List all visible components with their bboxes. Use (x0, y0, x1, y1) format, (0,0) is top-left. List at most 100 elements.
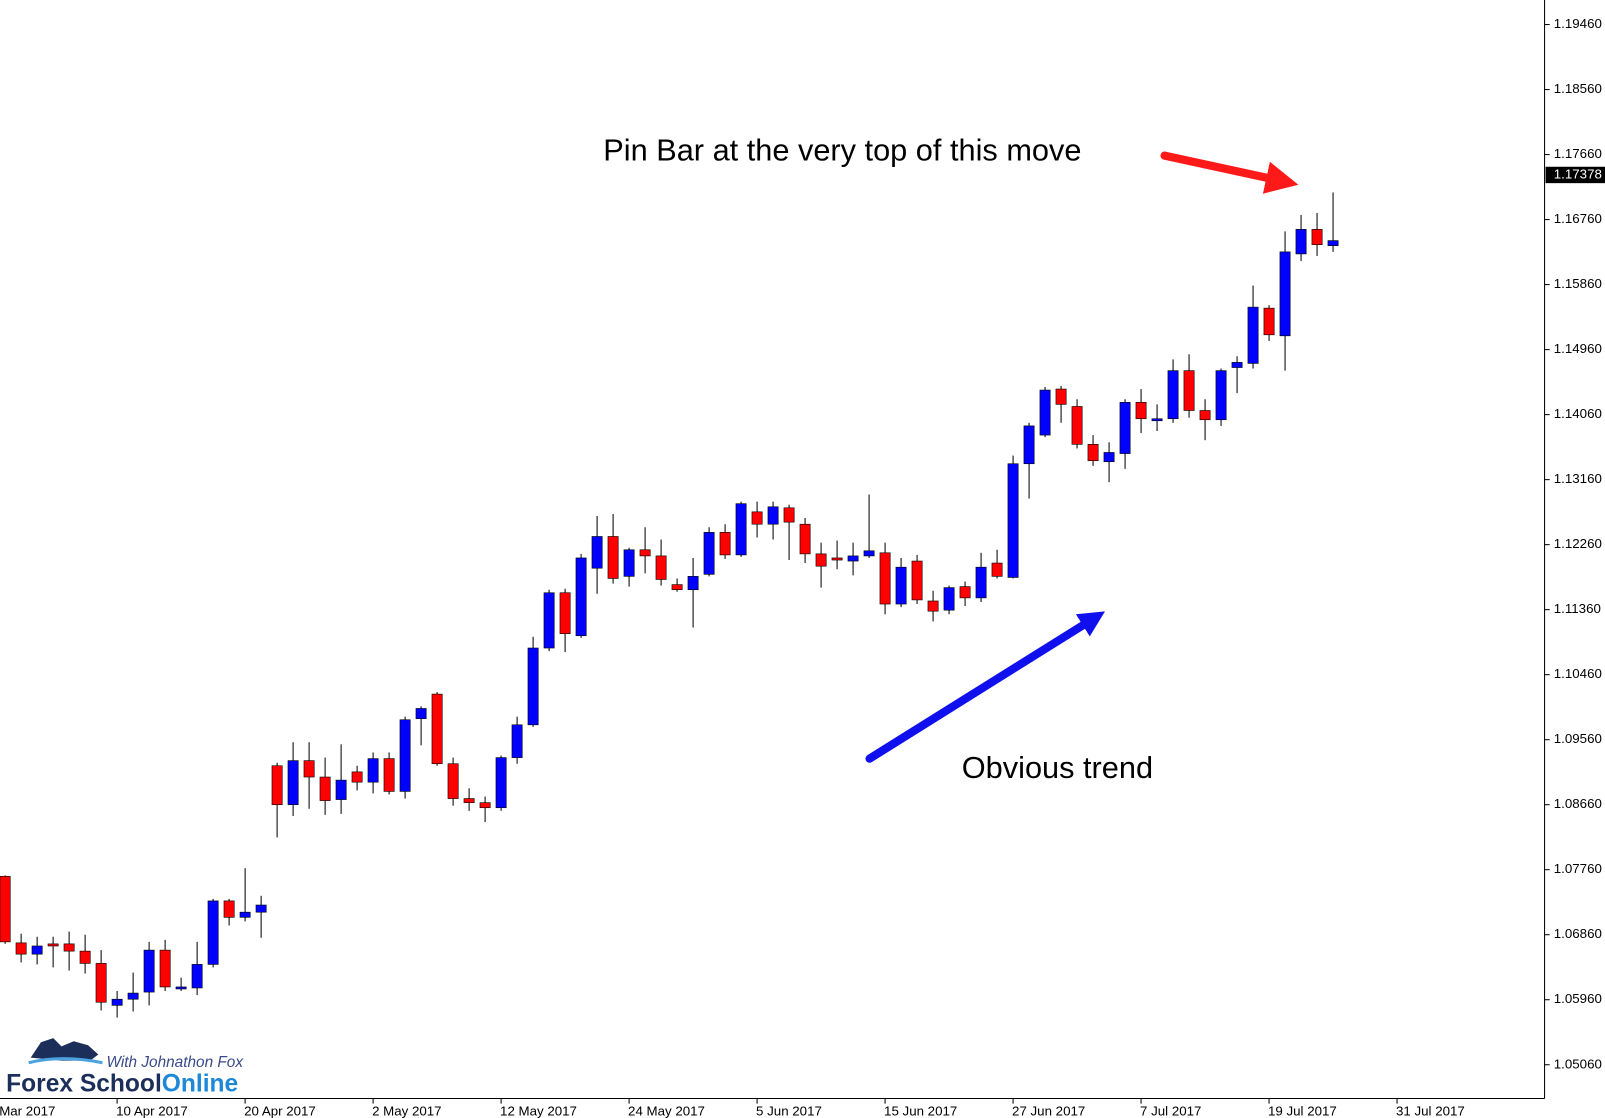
candle-body (1087, 444, 1099, 462)
candle-body (143, 949, 155, 993)
candle-body (47, 943, 59, 947)
candle-body (591, 536, 603, 569)
candle-body (895, 566, 907, 605)
candle-body (735, 503, 747, 556)
candle-body (927, 600, 939, 612)
candle-body (127, 992, 139, 1000)
candle-body (511, 724, 523, 758)
candle-body (463, 798, 475, 803)
candle-body (1263, 307, 1275, 336)
candle-body (911, 560, 923, 601)
candle-body (1071, 406, 1083, 445)
candle-body (559, 592, 571, 635)
candle-body (0, 876, 11, 943)
candle-body (15, 942, 27, 955)
candle-body (543, 592, 555, 649)
candle-body (447, 763, 459, 799)
candle-body (255, 904, 267, 913)
candle-body (1311, 229, 1323, 245)
candle-body (271, 765, 283, 806)
x-tick-label: 24 May 2017 (628, 1103, 705, 1118)
candle-body (191, 964, 203, 989)
candle-body (367, 758, 379, 783)
candle-body (1215, 370, 1227, 421)
candle-body (607, 536, 619, 579)
candle-body (175, 986, 187, 990)
x-tick-label: 27 Jun 2017 (1012, 1103, 1085, 1118)
x-tick-label: 19 Jul 2017 (1268, 1103, 1337, 1118)
logo-swoosh (28, 1057, 103, 1065)
candle-body (223, 900, 235, 918)
candle-body (79, 950, 91, 964)
candle-body (1135, 402, 1147, 420)
x-tick-label: 12 May 2017 (500, 1103, 577, 1118)
y-tick-label: 1.10460 (1554, 666, 1602, 681)
candle-body (863, 550, 875, 557)
y-tick-label: 1.08660 (1554, 796, 1602, 811)
candle-body (431, 693, 443, 765)
y-tick-label: 1.19460 (1554, 16, 1602, 31)
candle-body (767, 506, 779, 525)
candle-body (975, 566, 987, 599)
candle-body (703, 532, 715, 575)
candle-body (207, 900, 219, 965)
candle-body (751, 511, 763, 525)
candle-body (783, 507, 795, 523)
x-tick-label: 9 Mar 2017 (0, 1103, 55, 1118)
candle-body (831, 557, 843, 561)
logo-name-main: Forex School (6, 1070, 162, 1097)
candles (0, 192, 1339, 1018)
x-tick-label: 20 Apr 2017 (244, 1103, 316, 1118)
candle-body (1167, 370, 1179, 420)
candle-body (639, 549, 651, 557)
x-tick-label: 10 Apr 2017 (116, 1103, 188, 1118)
candle-body (1055, 388, 1067, 405)
candle-body (1199, 410, 1211, 421)
x-tick-label: 5 Jun 2017 (756, 1103, 822, 1118)
candle-body (1231, 362, 1243, 368)
candle-body (1119, 402, 1131, 454)
candle-body (943, 587, 955, 611)
x-tick-label: 2 May 2017 (372, 1103, 441, 1118)
candle-body (671, 584, 683, 591)
y-tick-label: 1.05960 (1554, 991, 1602, 1006)
logo-name-accent: Online (162, 1070, 238, 1097)
y-tick-label: 1.14060 (1554, 406, 1602, 421)
y-tick-label: 1.05060 (1554, 1056, 1602, 1071)
candle-body (63, 943, 75, 952)
candle-body (303, 760, 315, 778)
candle-body (287, 760, 299, 806)
candle-body (399, 719, 411, 792)
x-tick-label: 15 Jun 2017 (884, 1103, 957, 1118)
candle-body (31, 945, 43, 955)
candle-body (655, 555, 667, 580)
candle-body (1327, 240, 1339, 246)
candle-body (575, 557, 587, 637)
red-arrow (1160, 151, 1299, 194)
y-tick-label: 1.18560 (1554, 81, 1602, 96)
candle-body (991, 562, 1003, 577)
candle-body (111, 998, 123, 1006)
logo: With Johnathon Fox Forex SchoolOnline (6, 1038, 244, 1097)
x-tick-label: 7 Jul 2017 (1140, 1103, 1201, 1118)
candle-body (1023, 425, 1035, 465)
candle-body (1039, 389, 1051, 436)
candle-body (1295, 229, 1307, 255)
candle-body (815, 553, 827, 567)
logo-tagline: With Johnathon Fox (107, 1054, 245, 1071)
y-tick-label: 1.09560 (1554, 731, 1602, 746)
candle-body (383, 758, 395, 792)
candle-body (1247, 306, 1259, 364)
y-tick-label: 1.11360 (1554, 601, 1601, 616)
y-tick-label: 1.12260 (1554, 536, 1602, 551)
y-tick-label: 1.07760 (1554, 861, 1602, 876)
candle-body (159, 949, 171, 988)
candle-body (1151, 418, 1163, 422)
candle-body (847, 555, 859, 562)
y-tick-label: 1.16760 (1554, 211, 1602, 226)
last-price-label: 1.17378 (1554, 166, 1602, 181)
logo-icon (30, 1038, 99, 1061)
